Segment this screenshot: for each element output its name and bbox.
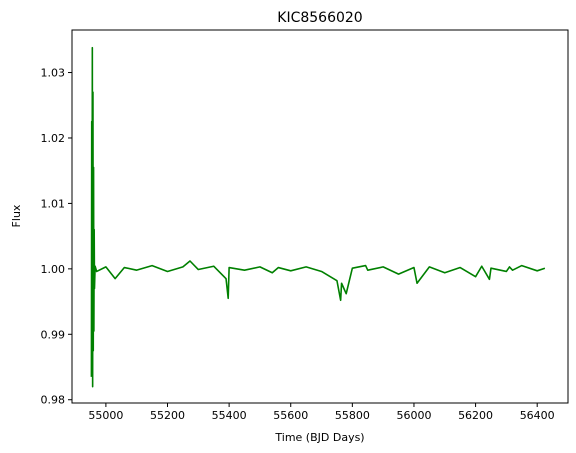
y-axis-label: Flux bbox=[10, 204, 23, 227]
x-tick-label: 55400 bbox=[212, 409, 247, 422]
y-tick-label: 1.00 bbox=[41, 263, 66, 276]
plot-frame bbox=[71, 29, 569, 404]
x-tick-label: 56400 bbox=[520, 409, 555, 422]
x-tick-label: 55800 bbox=[335, 409, 370, 422]
plot-background bbox=[72, 30, 568, 403]
x-tick-label: 56200 bbox=[458, 409, 493, 422]
y-tick-label: 1.01 bbox=[41, 197, 66, 210]
x-tick-label: 55600 bbox=[273, 409, 308, 422]
chart-title: KIC8566020 bbox=[277, 10, 362, 26]
y-tick-label: 1.03 bbox=[41, 67, 66, 80]
x-tick-label: 56000 bbox=[396, 409, 431, 422]
y-tick-label: 1.02 bbox=[41, 132, 66, 145]
y-tick-label: 0.99 bbox=[41, 328, 66, 341]
y-axis: 0.98 0.99 1.00 1.01 1.02 1.03 bbox=[41, 67, 72, 407]
flux-series-line bbox=[90, 46, 546, 388]
x-tick-label: 55200 bbox=[150, 409, 185, 422]
x-tick-label: 55000 bbox=[88, 409, 123, 422]
y-tick-label: 0.98 bbox=[41, 394, 66, 407]
plot-area bbox=[71, 29, 569, 404]
x-axis: 55000 55200 55400 55600 55800 56000 56200 56400 bbox=[88, 403, 555, 422]
series-layer bbox=[90, 46, 546, 388]
x-axis-label: Time (BJD Days) bbox=[274, 431, 364, 444]
